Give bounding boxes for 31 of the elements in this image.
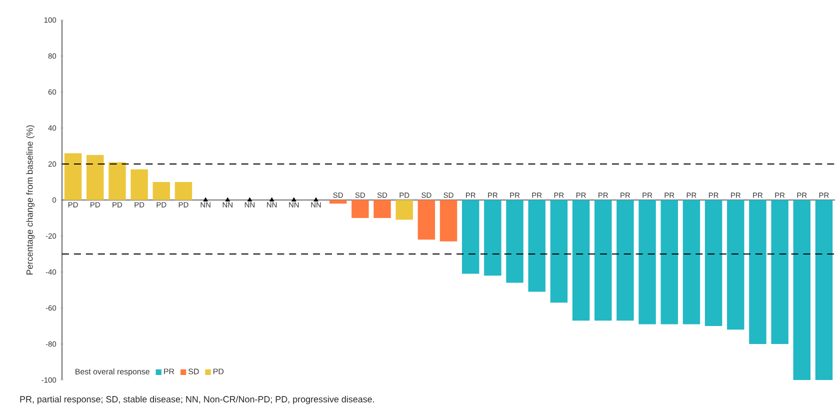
bar	[130, 169, 148, 200]
bar	[793, 200, 810, 380]
bar	[374, 200, 391, 218]
bar	[440, 200, 458, 242]
y-axis-title: Percentage change from baseline (%)	[26, 125, 35, 275]
bar	[174, 182, 192, 200]
bar	[638, 200, 656, 324]
bar	[108, 162, 126, 200]
text: PR, partial response; SD, stable disease; NN, Non-CR/Non-PD; PD, progressive disease.	[20, 396, 374, 404]
bar	[152, 182, 170, 200]
bar	[462, 200, 480, 274]
bar	[594, 200, 612, 321]
bar	[550, 200, 568, 303]
bar	[86, 154, 104, 200]
bar	[749, 200, 766, 344]
bar	[616, 200, 634, 321]
bar	[771, 200, 788, 344]
bar	[727, 200, 744, 330]
bar	[682, 200, 700, 324]
bar	[572, 200, 590, 321]
bar	[396, 200, 413, 220]
bar	[329, 200, 347, 204]
bar	[484, 200, 502, 276]
bar	[418, 200, 436, 240]
bar	[528, 200, 546, 292]
bar	[660, 200, 678, 324]
bar	[64, 153, 82, 200]
bar	[506, 200, 524, 283]
bar	[352, 200, 369, 218]
bar	[704, 200, 722, 326]
bar	[815, 200, 833, 380]
